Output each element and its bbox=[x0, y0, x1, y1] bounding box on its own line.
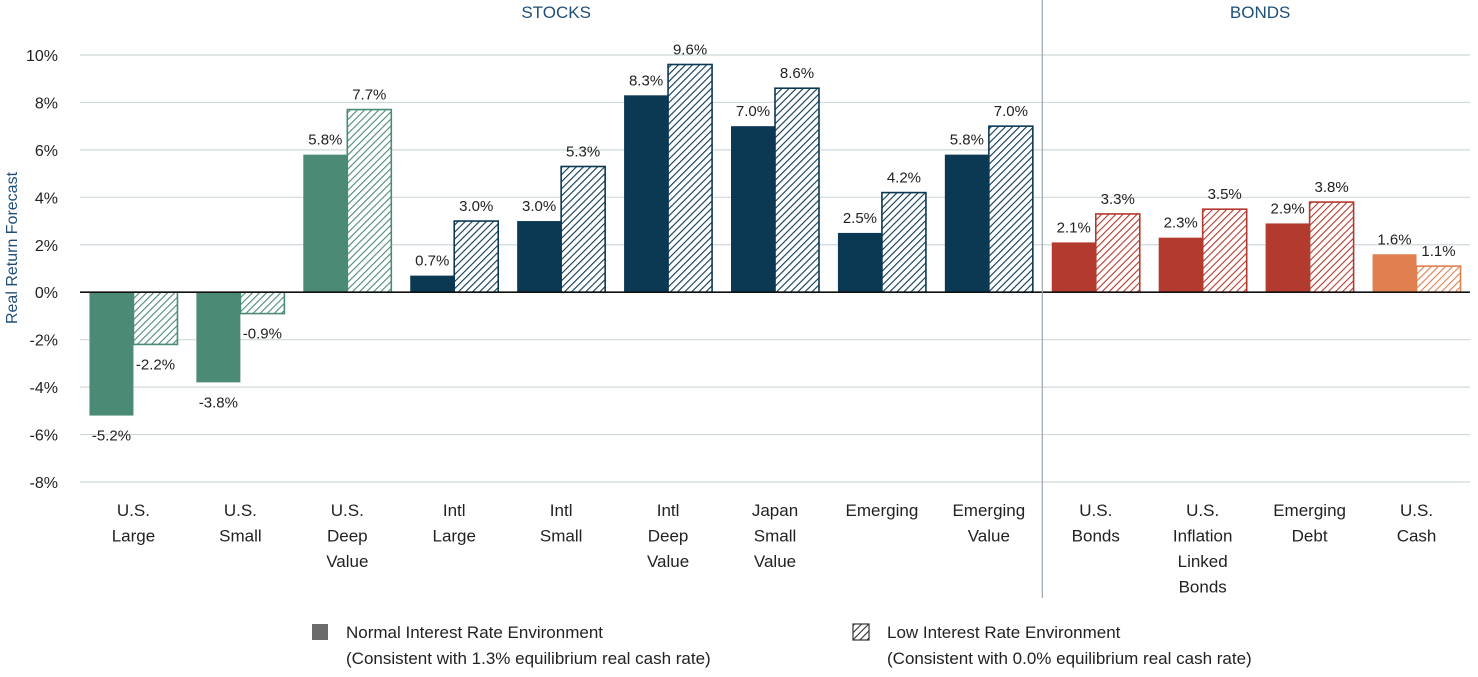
bar-normal-1 bbox=[196, 292, 241, 383]
section-title-stocks: STOCKS bbox=[521, 3, 591, 22]
legend-sublabel: (Consistent with 1.3% equilibrium real c… bbox=[346, 649, 711, 668]
bar-low-8 bbox=[988, 125, 1034, 294]
data-label: 7.7% bbox=[352, 87, 386, 104]
bar-normal-12 bbox=[1372, 254, 1417, 293]
legend: Normal Interest Rate Environment (Consist… bbox=[312, 623, 1252, 668]
data-label: 3.0% bbox=[522, 198, 556, 215]
bar-normal-11 bbox=[1265, 223, 1310, 293]
category-labels: U.S. Large U.S. Small U.S. Deep Value Intl Large… bbox=[112, 501, 1437, 597]
section-headers: STOCKS BONDS bbox=[521, 0, 1290, 598]
data-label: 5.8% bbox=[308, 132, 342, 149]
legend-swatch-normal bbox=[312, 624, 328, 640]
bar-low-2 bbox=[346, 108, 393, 294]
y-axis-ticks: 10% 8% 6% 4% 2% 0% -2% -4% -6% -8% bbox=[26, 48, 58, 492]
bar-low-12 bbox=[1415, 265, 1462, 294]
category-label: Intl Deep Value bbox=[647, 501, 689, 571]
y-tick-label: 8% bbox=[35, 95, 58, 112]
y-tick-label: 6% bbox=[35, 143, 58, 160]
y-tick-label: -4% bbox=[30, 380, 58, 397]
data-label: 2.5% bbox=[843, 210, 877, 227]
data-label: -3.8% bbox=[199, 394, 238, 411]
data-label: 1.6% bbox=[1377, 231, 1411, 248]
bar-low-4 bbox=[560, 165, 606, 294]
category-label: U.S. Deep Value bbox=[326, 501, 368, 571]
section-title-bonds: BONDS bbox=[1230, 3, 1290, 22]
category-label: Intl Large bbox=[432, 501, 475, 546]
bar-normal-4 bbox=[517, 221, 562, 293]
legend-swatch-low bbox=[852, 623, 870, 641]
data-label: -5.2% bbox=[92, 428, 131, 445]
bar-normal-2 bbox=[303, 154, 348, 293]
category-label: Intl Small bbox=[540, 501, 583, 546]
data-label: 3.8% bbox=[1315, 179, 1349, 196]
category-label: Emerging Value bbox=[952, 501, 1025, 546]
bar-normal-7 bbox=[837, 232, 882, 293]
bar-low-0 bbox=[132, 291, 179, 346]
data-label: -0.9% bbox=[243, 326, 282, 343]
y-tick-label: 4% bbox=[35, 190, 58, 207]
data-label: 0.7% bbox=[415, 253, 449, 270]
y-axis-label: Real Return Forecast bbox=[4, 171, 21, 324]
legend-sublabel: (Consistent with 0.0% equilibrium real c… bbox=[887, 649, 1252, 668]
data-labels: -5.2% -2.2% -3.8% -0.9% 5.8% 7.7% 0.7% 3.0% 3.0%… bbox=[92, 41, 1456, 444]
category-label: Japan Small Value bbox=[752, 501, 798, 571]
bar-low-11 bbox=[1308, 201, 1355, 294]
bar-normal-8 bbox=[944, 154, 989, 293]
category-label: U.S. Inflation Linked Bonds bbox=[1173, 501, 1233, 597]
y-tick-label: 2% bbox=[35, 238, 58, 255]
legend-label: Normal Interest Rate Environment bbox=[346, 623, 603, 642]
category-label: U.S. Cash bbox=[1397, 501, 1437, 546]
category-label: U.S. Bonds bbox=[1072, 501, 1120, 546]
bar-normal-3 bbox=[410, 275, 455, 293]
data-label: 3.0% bbox=[459, 198, 493, 215]
bar-low-3 bbox=[453, 220, 500, 294]
category-label: Emerging bbox=[846, 501, 919, 520]
y-tick-label: 0% bbox=[35, 285, 58, 302]
data-label: 7.0% bbox=[736, 103, 770, 120]
category-label: Emerging Debt bbox=[1273, 501, 1346, 546]
legend-label: Low Interest Rate Environment bbox=[887, 623, 1121, 642]
data-label: 7.0% bbox=[994, 103, 1028, 120]
bar-low-5 bbox=[667, 63, 713, 294]
category-label: U.S. Small bbox=[219, 501, 262, 546]
data-label: 1.1% bbox=[1421, 243, 1455, 260]
bar-low-10 bbox=[1201, 208, 1248, 294]
data-label: -2.2% bbox=[136, 356, 175, 373]
bar-normal-10 bbox=[1158, 237, 1203, 293]
data-label: 3.3% bbox=[1101, 191, 1135, 208]
bar-normal-6 bbox=[731, 126, 775, 293]
data-label: 4.2% bbox=[887, 170, 921, 187]
y-tick-label: -2% bbox=[30, 333, 58, 350]
data-label: 5.8% bbox=[950, 132, 984, 149]
bar-low-7 bbox=[881, 191, 927, 294]
data-label: 9.6% bbox=[673, 41, 707, 58]
data-label: 8.3% bbox=[629, 72, 663, 89]
data-label: 5.3% bbox=[566, 143, 600, 160]
data-label: 2.3% bbox=[1164, 215, 1198, 232]
bar-low-9 bbox=[1094, 213, 1141, 294]
y-tick-label: -6% bbox=[30, 428, 58, 445]
data-label: 2.9% bbox=[1271, 200, 1305, 217]
data-label: 2.1% bbox=[1057, 219, 1091, 236]
bar-normal-0 bbox=[89, 292, 134, 416]
bar-normal-5 bbox=[624, 95, 669, 293]
bars bbox=[89, 63, 1462, 416]
bar-low-6 bbox=[774, 87, 820, 294]
y-tick-label: 10% bbox=[26, 48, 58, 65]
y-tick-label: -8% bbox=[30, 475, 58, 492]
data-label: 3.5% bbox=[1208, 186, 1242, 203]
bar-normal-9 bbox=[1051, 242, 1096, 293]
category-label: U.S. Large bbox=[112, 501, 155, 546]
data-label: 8.6% bbox=[780, 65, 814, 82]
bar-low-1 bbox=[239, 291, 286, 315]
